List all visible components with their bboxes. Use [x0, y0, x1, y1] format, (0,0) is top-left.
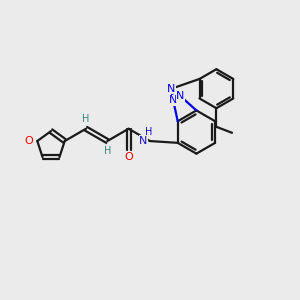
- Text: N: N: [167, 84, 176, 94]
- Text: H: H: [82, 114, 90, 124]
- Text: O: O: [124, 152, 133, 162]
- Text: N: N: [139, 136, 148, 146]
- Text: O: O: [24, 136, 33, 146]
- Text: N: N: [176, 91, 184, 101]
- Text: H: H: [103, 146, 111, 156]
- Text: H: H: [145, 127, 152, 137]
- Text: N: N: [169, 95, 177, 105]
